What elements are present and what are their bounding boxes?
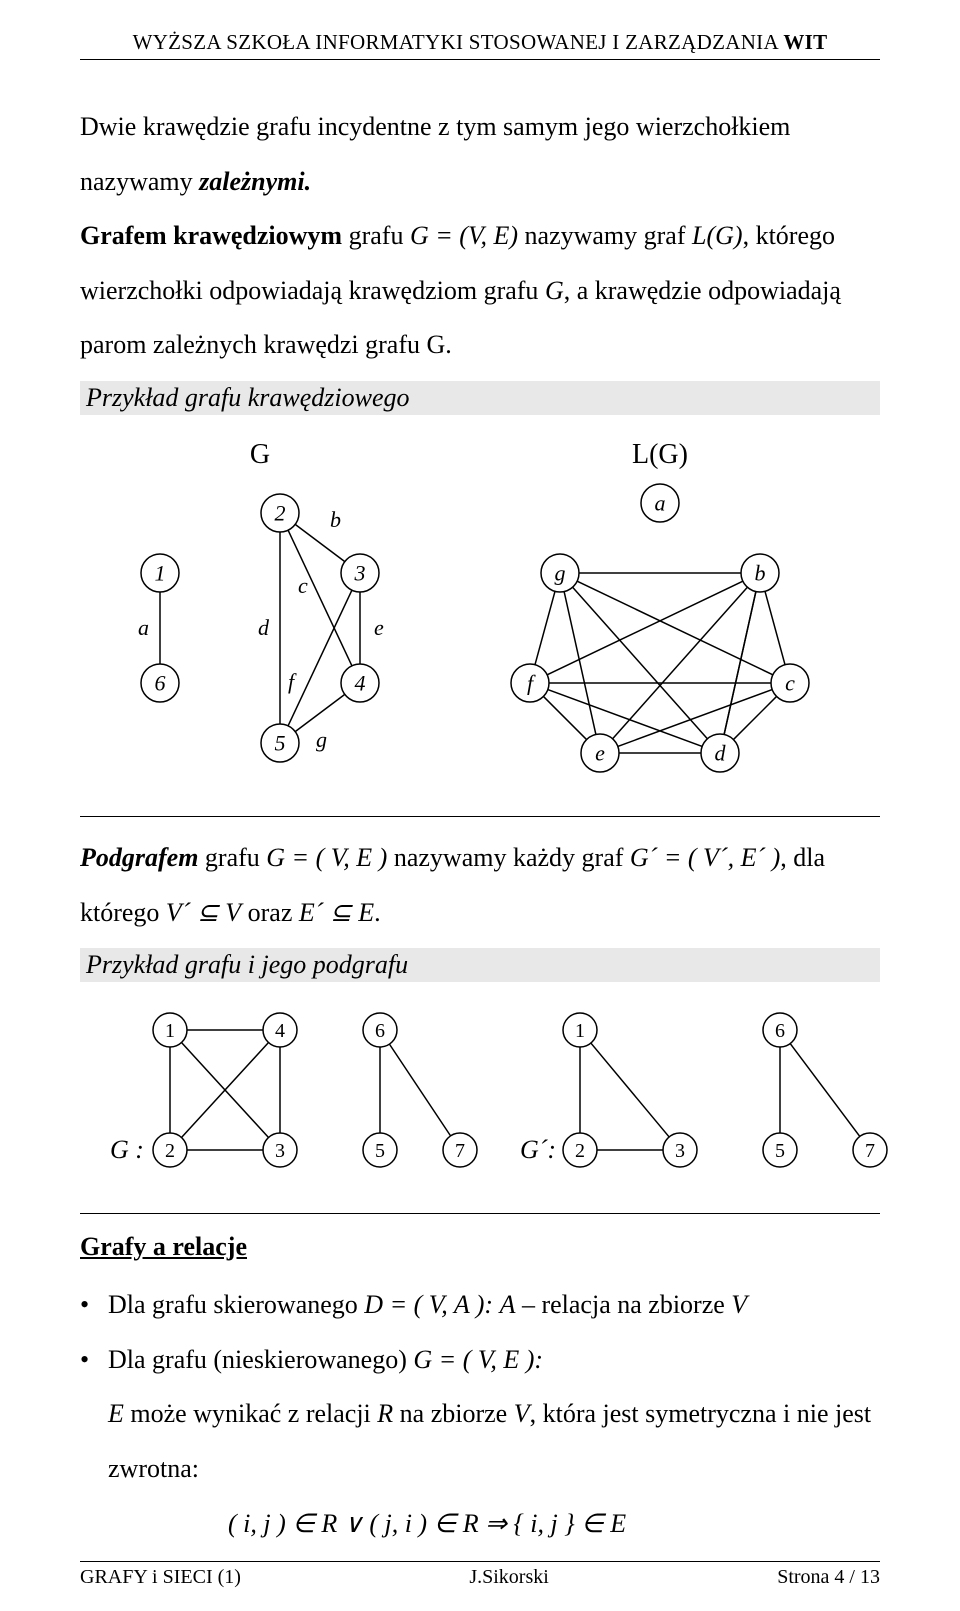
paragraph-1: Dwie krawędzie grafu incydentne z tym sa… [80,100,880,209]
svg-text:4: 4 [275,1020,285,1042]
c1c: R [377,1399,393,1428]
p2e: L(G) [692,221,743,250]
b1d: A [500,1290,516,1319]
b1b: D = ( V, A ): [364,1290,493,1319]
pg-h: oraz [241,898,299,927]
b1f: V [731,1290,747,1319]
c1d: na zbiorze [393,1399,514,1428]
svg-text:f: f [288,669,297,694]
graph-diagram-1: G162345abcdefgL(G)agbfced [80,423,880,798]
c1e: V [514,1399,530,1428]
svg-text:2: 2 [165,1140,175,1162]
p2d: nazywamy graf [518,221,692,250]
c1a: E [108,1399,124,1428]
pg-b: grafu [198,843,266,872]
bullet-2: Dla grafu (nieskierowanego) G = ( V, E )… [80,1333,880,1551]
pg-c: G = ( V, E ) [266,843,387,872]
p2a: Grafem krawędziowym [80,221,342,250]
svg-text:g: g [316,727,327,752]
svg-text:b: b [330,507,341,532]
section-grafy-relacje: Grafy a relacje [80,1232,880,1262]
example-1-bar: Przykład grafu krawędziowego [80,381,880,415]
b1a: Dla grafu skierowanego [108,1290,364,1319]
svg-text:e: e [595,741,605,766]
b1e: – relacja na zbiorze [515,1290,731,1319]
graph-diagram-2: 1 4 2 3 6 5 7 1 6 2 3 5 7 G : G´: [80,990,880,1195]
footer-center: J.Sikorski [469,1566,548,1589]
formula-line: ( i, j ) ∈ R ∨ ( j, i ) ∈ R ⇒ { i, j } ∈… [108,1497,880,1552]
svg-text:7: 7 [865,1140,875,1162]
svg-text:G :: G : [110,1135,144,1164]
bullet-1: Dla grafu skierowanego D = ( V, A ): A –… [80,1278,880,1333]
pg-g: V´ ⊆ V [166,898,241,927]
svg-text:6: 6 [375,1020,385,1042]
svg-text:L(G): L(G) [632,439,688,470]
example-2-bar: Przykład grafu i jego podgrafu [80,948,880,982]
svg-text:7: 7 [455,1140,465,1162]
svg-text:d: d [715,741,727,766]
pg-a: Podgrafem [80,843,198,872]
svg-text:6: 6 [155,671,166,696]
svg-text:6: 6 [775,1020,785,1042]
footer-right: Strona 4 / 13 [777,1566,880,1589]
svg-text:d: d [258,615,270,640]
svg-text:2: 2 [275,501,286,526]
paragraph-2: Grafem krawędziowym grafu G = (V, E) naz… [80,209,880,373]
header-text: WYŻSZA SZKOŁA INFORMATYKI STOSOWANEJ I Z… [80,30,880,55]
svg-text:1: 1 [575,1020,585,1042]
page: WYŻSZA SZKOŁA INFORMATYKI STOSOWANEJ I Z… [0,0,960,1611]
p2b: grafu [342,221,410,250]
formula: ( i, j ) ∈ R ∨ ( j, i ) ∈ R ⇒ { i, j } ∈… [228,1509,626,1538]
b2a: Dla grafu (nieskierowanego) [108,1345,413,1374]
svg-text:G´:: G´: [520,1135,556,1164]
pg-j: . [374,898,381,927]
header-bold: WIT [783,30,827,54]
bullet-list: Dla grafu skierowanego D = ( V, A ): A –… [80,1278,880,1551]
para1-text: Dwie krawędzie grafu incydentne z tym sa… [80,112,790,196]
svg-text:1: 1 [155,561,166,586]
svg-text:5: 5 [275,731,286,756]
p2c: G = (V, E) [410,221,518,250]
pg-d: nazywamy każdy graf [387,843,630,872]
page-header: WYŻSZA SZKOŁA INFORMATYKI STOSOWANEJ I Z… [80,30,880,60]
svg-text:c: c [298,573,308,598]
svg-text:5: 5 [375,1140,385,1162]
c1b: może wynikać z relacji [124,1399,377,1428]
header-left: WYŻSZA SZKOŁA INFORMATYKI STOSOWANEJ I Z… [133,30,784,54]
page-footer: GRAFY i SIECI (1) J.Sikorski Strona 4 / … [80,1561,880,1589]
p2g: G [545,276,564,305]
pg-i: E´ ⊆ E [299,898,374,927]
svg-text:5: 5 [775,1140,785,1162]
pg-e: G´ = ( V´, E´ ) [630,843,780,872]
svg-text:a: a [138,615,149,640]
line-graph-svg: G162345abcdefgL(G)agbfced [100,423,860,793]
svg-text:4: 4 [355,671,366,696]
para1-ital: zależnymi. [199,167,311,196]
paragraph-podgraf: Podgrafem grafu G = ( V, E ) nazywamy ka… [80,831,880,940]
svg-text:3: 3 [354,561,366,586]
b2b: G = ( V, E ): [413,1345,543,1374]
footer-left: GRAFY i SIECI (1) [80,1566,241,1589]
svg-text:e: e [374,615,384,640]
separator-2 [80,1213,880,1214]
svg-text:2: 2 [575,1140,585,1162]
svg-text:3: 3 [275,1140,285,1162]
svg-text:c: c [785,671,795,696]
subgraph-svg: 1 4 2 3 6 5 7 1 6 2 3 5 7 G : G´: [80,990,900,1190]
svg-text:3: 3 [675,1140,685,1162]
svg-text:b: b [755,561,766,586]
svg-text:1: 1 [165,1020,175,1042]
svg-text:g: g [555,561,566,586]
svg-text:a: a [655,491,666,516]
svg-text:G: G [250,439,270,470]
separator-1 [80,816,880,817]
